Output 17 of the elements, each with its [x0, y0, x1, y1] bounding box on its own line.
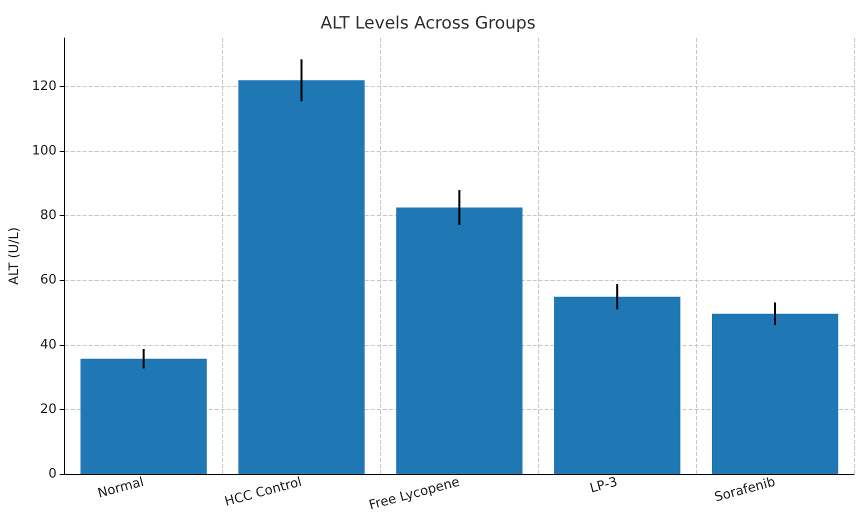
y-tick-label: 40 [40, 337, 57, 352]
y-tick-label: 20 [40, 402, 57, 417]
bar [238, 80, 365, 474]
y-axis-title: ALT (U/L) [7, 227, 22, 285]
y-tick-label: 0 [48, 466, 57, 482]
chart-title: ALT Levels Across Groups [320, 14, 536, 34]
y-tick-label: 80 [40, 208, 57, 224]
bar [712, 314, 838, 474]
x-tick-label: Normal [96, 474, 146, 502]
bar [80, 358, 207, 474]
bar [396, 208, 522, 474]
x-tick-label: LP-3 [588, 474, 620, 496]
y-tick-label: 100 [32, 144, 57, 159]
bar [554, 296, 680, 474]
x-tick-label: HCC Control [223, 474, 304, 510]
y-tick-label: 60 [40, 272, 57, 288]
y-tick-label: 120 [32, 78, 57, 94]
